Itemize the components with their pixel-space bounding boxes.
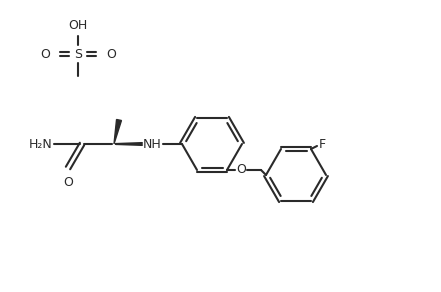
Text: O: O — [40, 48, 50, 60]
Text: O: O — [63, 176, 73, 189]
Polygon shape — [114, 119, 121, 144]
Text: NH: NH — [142, 138, 161, 150]
Text: O: O — [106, 48, 116, 60]
Text: F: F — [319, 138, 326, 152]
Text: O: O — [236, 164, 246, 176]
Text: S: S — [74, 48, 82, 60]
Text: H₂N: H₂N — [28, 138, 52, 150]
Text: OH: OH — [68, 19, 88, 32]
